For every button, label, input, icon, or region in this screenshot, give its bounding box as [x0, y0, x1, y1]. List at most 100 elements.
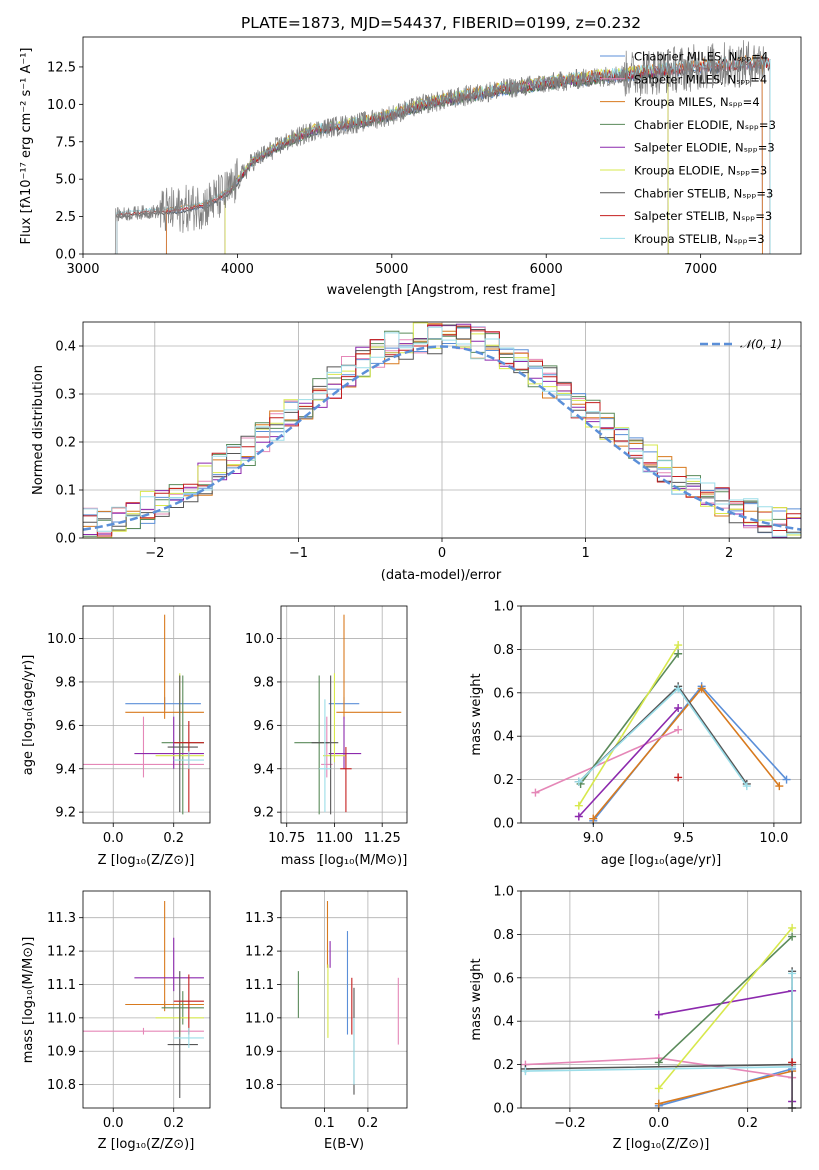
y-axis-label: mass weight [469, 958, 484, 1040]
x-axis-label: (data-model)/error [381, 568, 502, 583]
x-tick-label: 0.0 [103, 1116, 124, 1131]
weight-marker [742, 782, 751, 791]
weight-marker [531, 788, 540, 797]
legend-entry: Kroupa ELODIE, Nₛₚₚ=3 [634, 164, 767, 178]
x-tick-label: 0.2 [163, 831, 184, 846]
y-axis-label: age [log₁₀(age/yr)] [21, 655, 36, 776]
y-axis-label: Flux [fλ10⁻¹⁷ erg cm⁻² s⁻¹ A⁻¹] [19, 48, 34, 245]
x-tick-label: −1 [289, 546, 308, 561]
y-tick-label: 0.4 [493, 1015, 514, 1030]
model-spectrum-line [116, 55, 771, 254]
x-tick-label: 2 [725, 546, 733, 561]
weight-marker [788, 969, 797, 978]
weight-line [592, 687, 780, 820]
x-tick-label: 9.0 [583, 831, 604, 846]
axes-frame [280, 605, 408, 824]
y-tick-label: 10.0 [47, 98, 76, 113]
histogram-step-line [83, 326, 801, 537]
x-tick-label: 1 [581, 546, 589, 561]
legend-entry: Kroupa MILES, Nₛₚₚ=4 [634, 95, 760, 109]
axes-mass-vs-Z: 0.0 0.2 10.8 10.9 11.0 11.1 11.2 11.3 Z [log₁₀(Z… [21, 890, 211, 1152]
y-tick-label: 10.8 [245, 1078, 274, 1093]
y-tick-label: 10.9 [245, 1045, 274, 1060]
x-axis-label: Z [log₁₀(Z/Z⊙)] [98, 853, 195, 868]
x-tick-label: 0.0 [648, 1116, 669, 1131]
x-tick-label: −0.2 [554, 1116, 586, 1131]
legend-entry: Salpeter STELIB, Nₛₚₚ=3 [634, 209, 772, 223]
x-tick-label: 7000 [684, 262, 717, 277]
y-tick-label: 0.6 [493, 686, 514, 701]
legend-entry: Chabrier ELODIE, Nₛₚₚ=3 [634, 118, 776, 132]
weight-marker [788, 1058, 797, 1067]
y-tick-label: 0.4 [493, 730, 514, 745]
x-axis-label: Z [log₁₀(Z/Z⊙)] [98, 1137, 195, 1152]
y-tick-label: 9.6 [55, 719, 76, 734]
y-tick-label: 9.2 [253, 806, 274, 821]
weight-marker [654, 1099, 663, 1108]
weight-line [658, 1070, 793, 1105]
y-tick-label: 12.5 [47, 60, 76, 75]
y-axis-label: Normed distribution [31, 365, 46, 495]
model-spectrum-line [116, 58, 771, 254]
y-tick-label: 7.5 [55, 135, 76, 150]
x-tick-label: 0.2 [358, 1116, 379, 1131]
axes-age-vs-Z: 0.0 0.2 9.2 9.4 9.6 9.8 10.0 Z [log₁₀(Z/Z⊙)] age… [21, 605, 211, 868]
weight-line [579, 653, 679, 785]
y-tick-label: 5.0 [55, 173, 76, 188]
x-tick-label: 5000 [375, 262, 408, 277]
legend-entry: Chabrier MILES, Nₛₚₚ=4 [634, 50, 768, 64]
axes-weight-vs-Z: −0.2 0.0 0.2 0.0 0.2 0.4 0.6 0.8 1.0 Z [log₁₀(Z/Z… [469, 885, 802, 1152]
y-tick-label: 10.8 [47, 1078, 76, 1093]
x-axis-label: Z [log₁₀(Z/Z⊙)] [613, 1137, 710, 1152]
weight-line [658, 936, 793, 1063]
axes-frame [82, 890, 211, 1109]
weight-marker [674, 725, 683, 734]
weight-marker [674, 684, 683, 693]
axes-frame [520, 890, 802, 1109]
weight-line [658, 927, 793, 1090]
axes-spectrum: 3000 4000 5000 6000 7000 0.0 2.5 5.0 7.5 10.0 12.5… [19, 36, 802, 298]
axes-frame [280, 890, 408, 1109]
y-tick-label: 11.2 [245, 945, 274, 960]
y-tick-label: 10.0 [245, 632, 274, 647]
weight-line [578, 707, 679, 818]
x-tick-label: 0.2 [737, 1116, 758, 1131]
y-tick-label: 1.0 [493, 600, 514, 615]
axes-frame [82, 605, 211, 824]
y-tick-label: 9.6 [253, 719, 274, 734]
weight-marker [674, 703, 683, 712]
weight-marker [697, 684, 706, 693]
x-tick-label: 0.0 [103, 831, 124, 846]
weight-line [578, 644, 679, 807]
y-tick-label: 10.9 [47, 1045, 76, 1060]
x-axis-label: wavelength [Angstrom, rest frame] [327, 283, 556, 298]
weight-marker [654, 1058, 663, 1067]
axes-weight-vs-age: 9.0 9.5 10.0 0.0 0.2 0.4 0.6 0.8 1.0 age [log₁₀(a… [469, 600, 802, 868]
legend-entry: Salpeter ELODIE, Nₛₚₚ=3 [634, 141, 775, 155]
weight-marker [782, 775, 791, 784]
x-tick-label: 11.25 [364, 831, 401, 846]
y-tick-label: 0.0 [55, 248, 76, 263]
y-tick-label: 11.2 [47, 945, 76, 960]
weight-marker [574, 777, 583, 786]
y-tick-label: 0.8 [493, 643, 514, 658]
weight-marker [674, 773, 683, 782]
observed-spectrum-line [113, 40, 766, 254]
y-tick-label: 0.1 [55, 484, 76, 499]
y-tick-label: 9.4 [55, 762, 76, 777]
y-tick-label: 1.0 [493, 885, 514, 900]
model-spectrum-line [224, 62, 669, 254]
y-tick-label: 0.0 [55, 532, 76, 547]
x-tick-label: 6000 [530, 262, 563, 277]
weight-marker [574, 812, 583, 821]
y-tick-label: 11.3 [245, 911, 274, 926]
axes-residuals: −2 −1 0 1 2 0.0 0.1 0.2 0.3 0.4 (data-model)/error… [31, 321, 802, 583]
y-tick-label: 0.6 [493, 971, 514, 986]
x-axis-label: mass [log₁₀(M/M⊙)] [281, 853, 408, 868]
y-tick-label: 0.2 [55, 436, 76, 451]
y-tick-label: 9.4 [253, 762, 274, 777]
weight-marker [521, 1067, 530, 1076]
y-tick-label: 2.5 [55, 210, 76, 225]
figure-title: PLATE=1873, MJD=54437, FIBERID=0199, z=0… [241, 14, 641, 32]
